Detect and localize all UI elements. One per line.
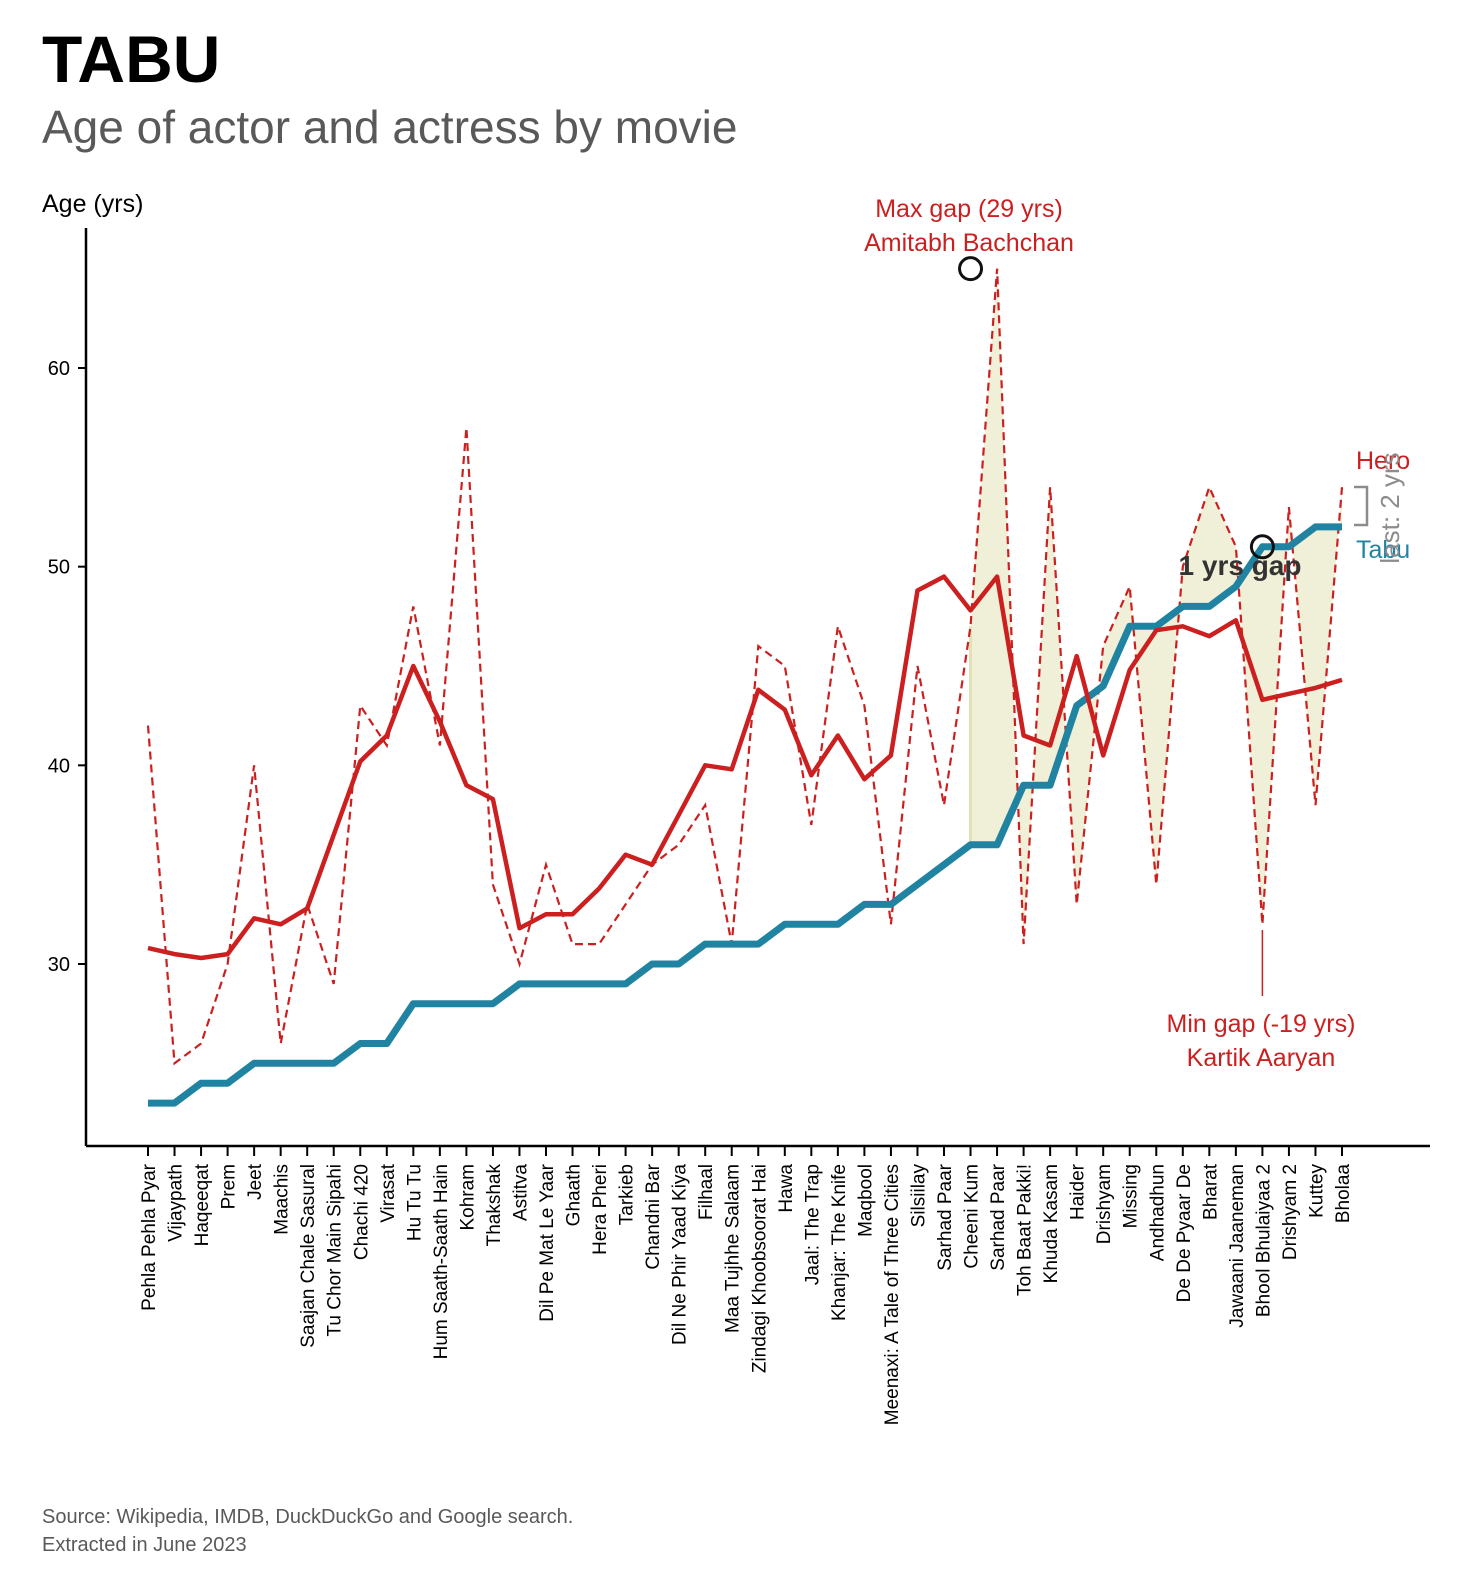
hero-age-dashed-line	[146, 268, 1344, 1066]
source-line-1: Source: Wikipedia, IMDB, DuckDuckGo and …	[42, 1506, 573, 1528]
y-tick-label: 40	[48, 755, 70, 777]
x-tick-label: Bhool Bhulaiyaa 2	[1253, 1164, 1274, 1317]
x-tick-label: Tarkieb	[617, 1164, 638, 1225]
tabu-age-line	[148, 523, 1342, 1107]
x-tick-label: Tu Chor Main Sipahi	[325, 1164, 346, 1336]
x-tick-label: De De Pyaar De	[1174, 1164, 1195, 1302]
x-tick-label: Haider	[1068, 1163, 1089, 1220]
x-tick-label: Maa Tujhhe Salaam	[723, 1164, 744, 1333]
chart-subtitle: Age of actor and actress by movie	[42, 101, 737, 153]
x-tick-layer: Pehla Pehla Pyar Vijaypath Haqeeqat Prem Jee…	[139, 1146, 1354, 1425]
x-tick-label: Saajan Chale Sasural	[298, 1164, 319, 1348]
x-tick-label: Filhaal	[696, 1164, 717, 1220]
x-tick-label: Hum Saath-Saath Hain	[431, 1164, 452, 1359]
x-tick-label: Meenaxi: A Tale of Three Cities	[882, 1164, 903, 1425]
x-tick-label: Dil Pe Mat Le Yaar	[537, 1163, 558, 1321]
gap-fill-area	[970, 268, 1342, 945]
min-gap-annotation-line1: Min gap (-19 yrs)	[1167, 1010, 1356, 1038]
chart-title: TABU	[42, 22, 220, 96]
y-axis-label: Age (yrs)	[42, 190, 143, 218]
hero-age-average-line	[147, 574, 1343, 961]
x-tick-label: Astitva	[510, 1164, 531, 1221]
x-tick-label: Bharat	[1200, 1163, 1221, 1220]
x-tick-label: Khuda Kasam	[1041, 1164, 1062, 1283]
max-gap-annotation-line1: Max gap (29 yrs)	[875, 195, 1063, 223]
x-tick-label: Kohram	[457, 1164, 478, 1231]
x-tick-label: Thakshak	[484, 1164, 505, 1247]
last-gap-label: last: 2 yrs	[1375, 452, 1405, 563]
x-tick-label: Vijaypath	[166, 1164, 187, 1242]
last-gap-bracket	[1354, 485, 1369, 527]
x-tick-label: Hu Tu Tu	[404, 1164, 425, 1241]
x-tick-label: Virasat	[378, 1163, 399, 1223]
y-tick-label: 60	[48, 358, 70, 380]
max-gap-marker	[958, 256, 984, 282]
max-gap-annotation-line2: Amitabh Bachchan	[864, 229, 1074, 257]
x-tick-label: Kuttey	[1306, 1164, 1327, 1218]
x-tick-label: Khanjar: The Knife	[829, 1164, 850, 1321]
gap-fill-layer	[969, 268, 1342, 945]
x-tick-label: Prem	[219, 1164, 240, 1209]
x-tick-label: Maqbool	[855, 1164, 876, 1237]
x-tick-label: Andhadhun	[1147, 1164, 1168, 1261]
x-tick-label: Toh Baat Pakki!	[1015, 1164, 1036, 1296]
x-tick-label: Chachi 420	[351, 1164, 372, 1260]
gap-marker-circle	[1249, 534, 1275, 560]
x-tick-label: Hawa	[776, 1164, 797, 1213]
hero-end-label: Hero	[1356, 447, 1410, 475]
tabu-end-label: Tabu	[1356, 536, 1410, 564]
x-tick-label: Cheeni Kum	[962, 1164, 983, 1269]
x-tick-label: Zindagi Khoobsoorat Hai	[749, 1164, 770, 1373]
x-tick-label: Maachis	[272, 1164, 293, 1235]
x-tick-label: Bholaa	[1333, 1164, 1354, 1224]
x-tick-label: Drishyam 2	[1280, 1164, 1301, 1260]
y-tick-label: 30	[48, 954, 70, 976]
axes-layer: 30 40 50 60	[48, 228, 1430, 1148]
x-tick-label: Sarhad Paar	[935, 1163, 956, 1270]
x-tick-label: Pehla Pehla Pyar	[139, 1163, 160, 1310]
x-tick-label: Silsiilay	[908, 1164, 929, 1228]
x-tick-label: Jeet	[245, 1163, 266, 1200]
x-tick-label: Jawaani Jaaneman	[1227, 1164, 1248, 1328]
x-tick-label: Dil Ne Phir Yaad Kiya	[670, 1164, 691, 1345]
x-tick-label: Jaal: The Trap	[802, 1164, 823, 1285]
x-tick-label: Ghaath	[564, 1164, 585, 1226]
x-tick-label: Missing	[1121, 1164, 1142, 1228]
x-tick-label: Hera Pheri	[590, 1164, 611, 1255]
x-tick-label: Sarhad Paar	[988, 1163, 1009, 1270]
gap-marker-label: 1 yrs gap	[1179, 550, 1302, 581]
series-layer	[146, 268, 1344, 1107]
x-tick-label: Drishyam	[1094, 1164, 1115, 1244]
x-tick-label: Chandni Bar	[643, 1163, 664, 1269]
y-tick-label: 50	[48, 557, 70, 579]
min-gap-annotation-line2: Kartik Aaryan	[1187, 1044, 1336, 1072]
source-line-2: Extracted in June 2023	[42, 1534, 247, 1556]
x-tick-label: Haqeeqat	[192, 1163, 213, 1246]
